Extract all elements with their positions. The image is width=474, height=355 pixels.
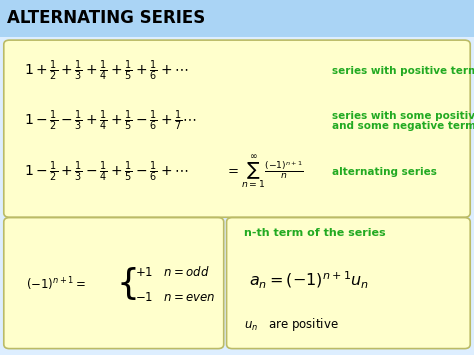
FancyBboxPatch shape bbox=[227, 218, 470, 349]
Text: $1-\frac{1}{2}-\frac{1}{3}+\frac{1}{4}+\frac{1}{5}-\frac{1}{6}+\frac{1}{7}\cdots: $1-\frac{1}{2}-\frac{1}{3}+\frac{1}{4}+\… bbox=[24, 109, 197, 133]
Text: $a_n = (-1)^{n+1} u_n$: $a_n = (-1)^{n+1} u_n$ bbox=[249, 270, 369, 291]
FancyBboxPatch shape bbox=[4, 40, 470, 217]
Text: $1+\frac{1}{2}+\frac{1}{3}+\frac{1}{4}+\frac{1}{5}+\frac{1}{6}+\cdots$: $1+\frac{1}{2}+\frac{1}{3}+\frac{1}{4}+\… bbox=[24, 59, 189, 83]
Text: $\{$: $\{$ bbox=[116, 266, 137, 302]
Text: series with positive terms: series with positive terms bbox=[332, 66, 474, 76]
Text: ALTERNATING SERIES: ALTERNATING SERIES bbox=[7, 10, 205, 27]
Text: $1-\frac{1}{2}+\frac{1}{3}-\frac{1}{4}+\frac{1}{5}-\frac{1}{6}+\cdots$: $1-\frac{1}{2}+\frac{1}{3}-\frac{1}{4}+\… bbox=[24, 160, 189, 184]
Text: $(-1)^{n+1} =$: $(-1)^{n+1} =$ bbox=[26, 275, 86, 293]
Text: alternating series: alternating series bbox=[332, 167, 437, 177]
Text: $=\sum_{n=1}^{\infty}\frac{(-1)^{n+1}}{n}$: $=\sum_{n=1}^{\infty}\frac{(-1)^{n+1}}{n… bbox=[225, 153, 304, 191]
FancyBboxPatch shape bbox=[0, 0, 474, 37]
FancyBboxPatch shape bbox=[4, 218, 224, 349]
Text: $+1$   $n = odd$: $+1$ $n = odd$ bbox=[135, 264, 210, 279]
Text: $u_n$   are positive: $u_n$ are positive bbox=[244, 316, 339, 333]
Text: n-th term of the series: n-th term of the series bbox=[244, 228, 386, 237]
Text: $-1$   $n = even$: $-1$ $n = even$ bbox=[135, 291, 216, 304]
Text: and some negative terms: and some negative terms bbox=[332, 121, 474, 131]
Text: series with some positive: series with some positive bbox=[332, 111, 474, 121]
